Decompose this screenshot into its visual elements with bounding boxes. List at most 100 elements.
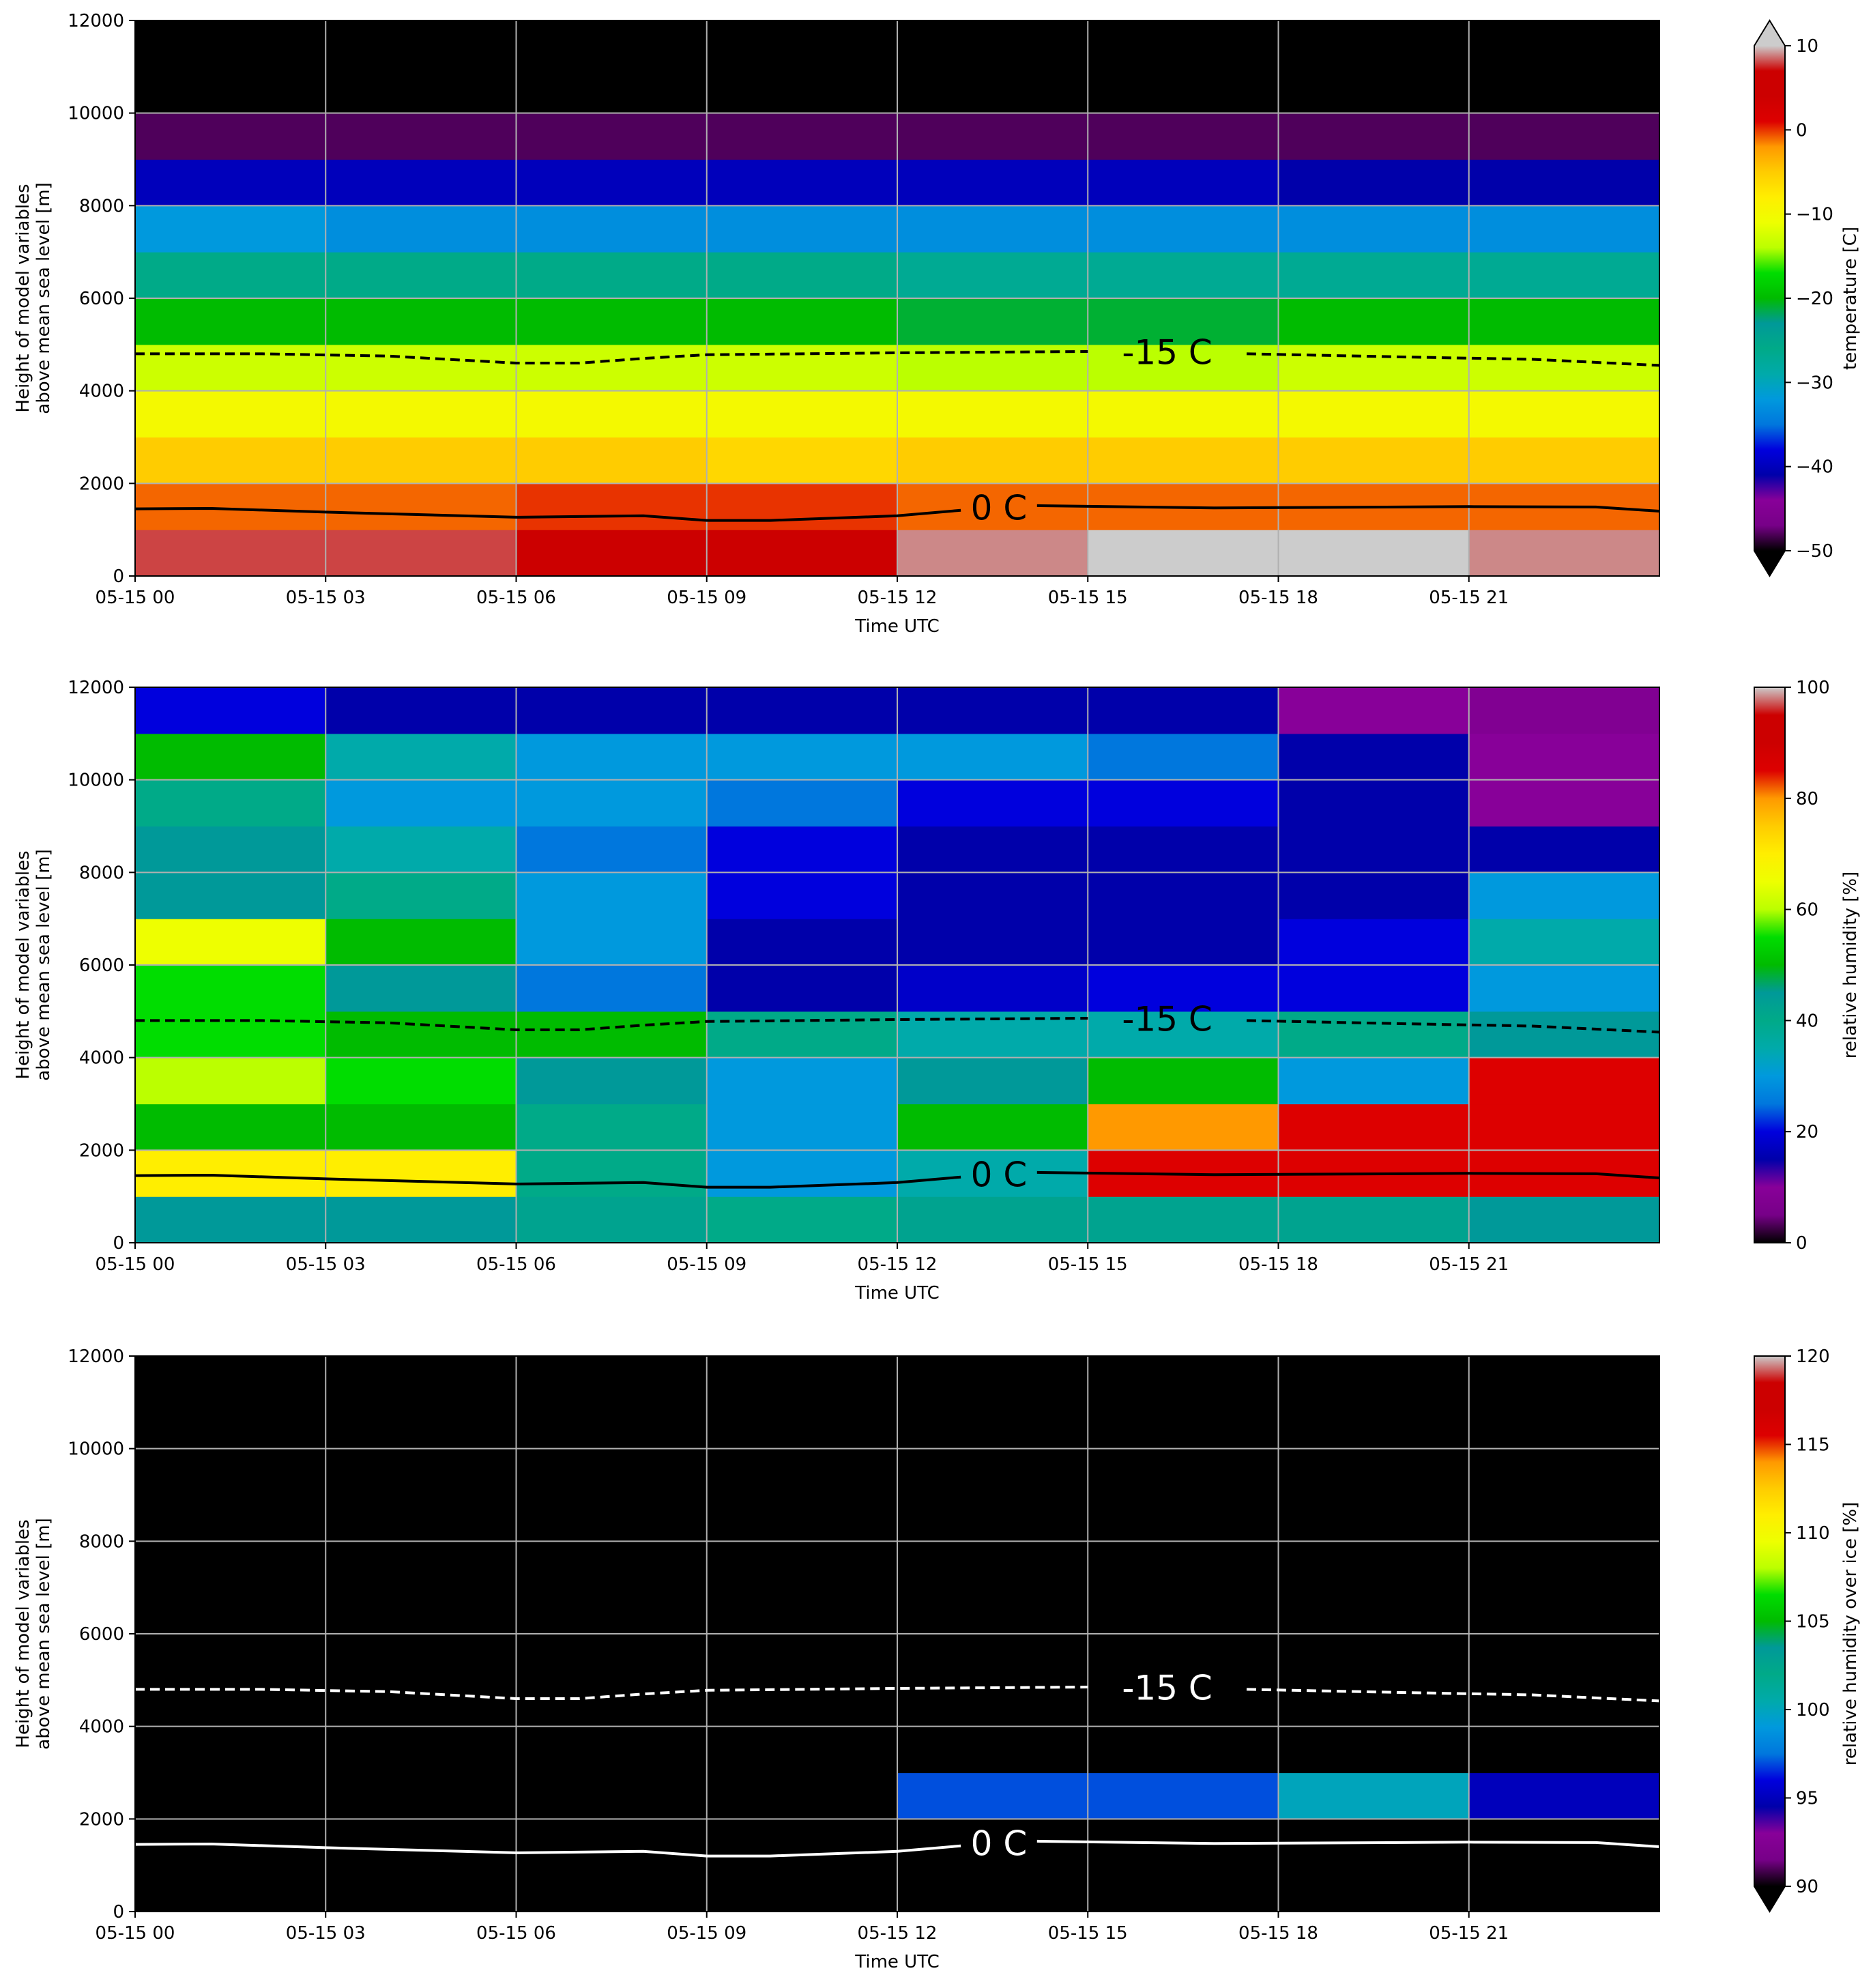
colorbar-frame [1754, 1355, 1786, 1913]
heatmap-cell [706, 1011, 898, 1058]
heatmap-cell [325, 1356, 517, 1403]
x-tick-label: 05-15 06 [476, 588, 556, 608]
heatmap-cell [135, 483, 326, 530]
heatmap-cell [1278, 66, 1470, 114]
x-axis-label: Time UTC [854, 1283, 939, 1303]
heatmap-cell [516, 1819, 708, 1866]
heatmap-cell [135, 1402, 326, 1450]
y-tick-label: 4000 [79, 1717, 124, 1738]
colorbar-extend-max [1754, 20, 1785, 46]
heatmap-cell [897, 1057, 1088, 1105]
heatmap-cell [1088, 1726, 1279, 1774]
contour-line [134, 504, 1660, 522]
heatmap-cell [706, 1057, 898, 1105]
heatmap-cell [1088, 66, 1279, 114]
heatmap-cell [1088, 437, 1279, 484]
colorbar-tick-label: −50 [1796, 541, 1833, 562]
heatmap-cell [135, 1448, 326, 1496]
heatmap-cell [1088, 1196, 1279, 1243]
y-tick-label: 10000 [68, 104, 124, 124]
heatmap-cell [135, 1495, 326, 1542]
heatmap-cell [1468, 919, 1660, 966]
heatmap-cell [897, 530, 1088, 577]
y-axis-label: above mean sea level [m] [33, 182, 54, 414]
heatmap-cell [1468, 1356, 1660, 1403]
heatmap-cell [1278, 1495, 1470, 1542]
x-tick-label: 05-15 21 [1429, 1254, 1509, 1275]
heatmap-cell [516, 687, 708, 734]
heatmap-cell [325, 1495, 517, 1542]
heatmap-cell [1468, 733, 1660, 781]
colorbar-tick-label: 20 [1796, 1122, 1818, 1142]
heatmap-cell [325, 1196, 517, 1243]
heatmap-cell [706, 483, 898, 530]
heatmap-cell [1468, 1541, 1660, 1588]
heatmap-cell [897, 1541, 1088, 1588]
heatmap-cell [135, 872, 326, 919]
heatmap-cell [1278, 1726, 1470, 1774]
heatmap-cell [516, 826, 708, 873]
heatmap-cell [897, 20, 1088, 68]
contour-label: 0 C [971, 488, 1028, 528]
heatmap-cell [135, 530, 326, 577]
colorbar-tick-label: 80 [1796, 789, 1818, 809]
heatmap-cell [325, 1104, 517, 1151]
heatmap-cell [516, 1356, 708, 1403]
heatmap-cell [135, 1196, 326, 1243]
heatmap-cell [706, 779, 898, 827]
heatmap-cell [135, 779, 326, 827]
heatmap-cell [1088, 1541, 1279, 1588]
heatmap-cell [706, 872, 898, 919]
heatmap-cell [1278, 1057, 1470, 1105]
heatmap-cell [516, 1057, 708, 1105]
heatmap-cell [1088, 1634, 1279, 1681]
heatmap-cell [897, 113, 1088, 160]
heatmap-cell [1278, 1865, 1470, 1912]
x-tick-label: 05-15 03 [286, 1254, 366, 1275]
heatmap-cell [706, 1634, 898, 1681]
y-axis-label: above mean sea level [m] [33, 849, 54, 1080]
heatmap-cell [135, 437, 326, 484]
colorbar [1754, 1356, 1785, 1886]
heatmap-cell [706, 1196, 898, 1243]
colorbar-tick-label: 115 [1796, 1435, 1830, 1456]
heatmap-cell [706, 205, 898, 253]
colorbar-tick-label: 0 [1796, 120, 1807, 141]
x-tick-label: 05-15 00 [96, 588, 175, 608]
y-tick-label: 0 [113, 566, 124, 587]
heatmap-cell [706, 1680, 898, 1727]
heatmap-cell [706, 826, 898, 873]
heatmap-cell [135, 66, 326, 114]
heatmap-cell [1468, 530, 1660, 577]
heatmap-cell [1278, 159, 1470, 206]
heatmap-cell [516, 1587, 708, 1634]
heatmap-cell [516, 1495, 708, 1542]
heatmap-cell [516, 1448, 708, 1496]
heatmap-cell [1468, 1104, 1660, 1151]
heatmap-cell [1468, 344, 1660, 392]
heatmap-cell [706, 919, 898, 966]
colorbar-tick-label: 105 [1796, 1612, 1830, 1632]
x-tick-label: 05-15 00 [96, 1923, 175, 1944]
heatmap-cell [325, 159, 517, 206]
heatmap-cell [135, 1150, 326, 1197]
y-axis-label: Height of model variables [13, 184, 33, 412]
heatmap-cell [325, 1011, 517, 1058]
heatmap-cell [516, 390, 708, 438]
heatmap-cell [897, 1495, 1088, 1542]
heatmap-cell [325, 779, 517, 827]
heatmap-cell [325, 1057, 517, 1105]
heatmap-cell [1468, 66, 1660, 114]
heatmap-cell [1088, 733, 1279, 781]
x-tick-label: 05-15 15 [1048, 588, 1128, 608]
heatmap-cell [516, 1011, 708, 1058]
y-axis-label: above mean sea level [m] [33, 1518, 54, 1749]
heatmap-cell [325, 205, 517, 253]
y-tick-label: 0 [113, 1902, 124, 1922]
heatmap-cell [706, 344, 898, 392]
heatmap-cell [1278, 1104, 1470, 1151]
heatmap-cell [1088, 1057, 1279, 1105]
colorbar-label: relative humidity [%] [1840, 871, 1861, 1058]
heatmap-cell [516, 66, 708, 114]
